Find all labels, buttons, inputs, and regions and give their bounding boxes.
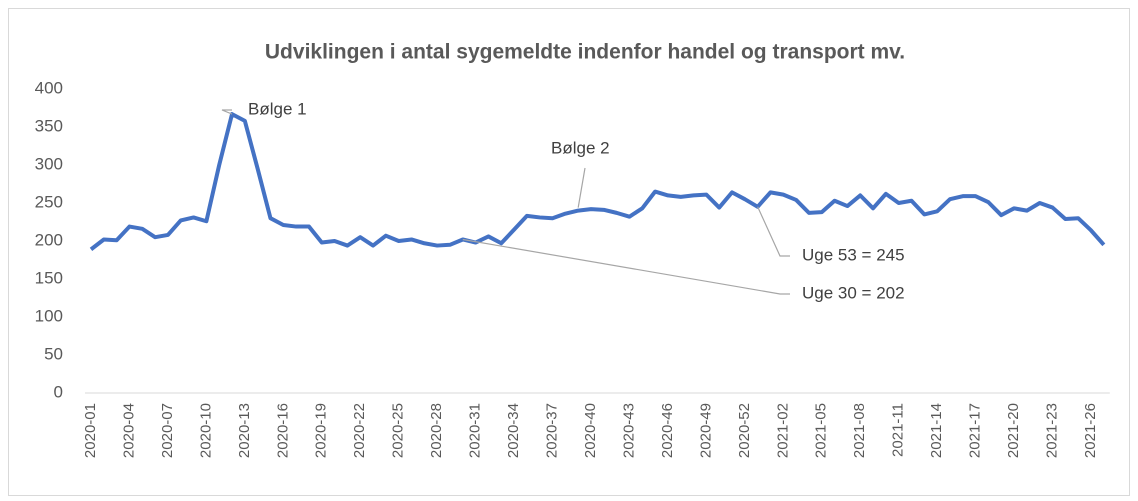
y-tick-label: 100 bbox=[35, 306, 63, 325]
y-tick-label: 250 bbox=[35, 192, 63, 211]
chart-border bbox=[8, 8, 1130, 496]
leader-line bbox=[577, 167, 586, 208]
x-tick-label: 2020-10 bbox=[197, 403, 214, 458]
y-tick-label: 200 bbox=[35, 230, 63, 249]
y-tick-label: 50 bbox=[44, 344, 63, 363]
series-line bbox=[89, 112, 1106, 251]
x-tick-label: 2020-37 bbox=[544, 403, 561, 458]
chart-title: Udviklingen i antal sygemeldte indenfor … bbox=[265, 41, 905, 64]
y-tick-label: 150 bbox=[35, 268, 63, 287]
annotation: Bølge 1 bbox=[248, 99, 307, 118]
x-tick-label: 2020-01 bbox=[82, 403, 99, 458]
x-tick-label: 2020-40 bbox=[582, 403, 599, 458]
y-tick-label: 400 bbox=[35, 78, 63, 97]
x-tick-label: 2020-34 bbox=[505, 403, 522, 458]
x-tick-label: 2021-17 bbox=[967, 403, 984, 458]
x-tick-label: 2020-04 bbox=[120, 403, 137, 458]
x-tick-label: 2021-26 bbox=[1082, 403, 1099, 458]
leader-line bbox=[757, 206, 790, 257]
x-tick-label: 2020-16 bbox=[274, 403, 291, 458]
x-tick-label: 2021-14 bbox=[928, 403, 945, 458]
x-tick-label: 2021-20 bbox=[1005, 403, 1022, 458]
x-tick-label: 2020-28 bbox=[428, 403, 445, 458]
leader-line bbox=[462, 238, 790, 295]
x-tick-label: 2020-22 bbox=[351, 403, 368, 458]
x-tick-label: 2020-13 bbox=[236, 403, 253, 458]
annotation: Uge 30 = 202 bbox=[802, 283, 905, 302]
x-tick-label: 2020-19 bbox=[313, 403, 330, 458]
x-tick-label: 2021-05 bbox=[813, 403, 830, 458]
annotation: Bølge 2 bbox=[551, 138, 610, 157]
annotation: Uge 53 = 245 bbox=[802, 245, 905, 264]
y-tick-label: 0 bbox=[54, 382, 63, 401]
x-tick-label: 2020-52 bbox=[736, 403, 753, 458]
x-tick-label: 2021-08 bbox=[851, 403, 868, 458]
x-tick-label: 2020-07 bbox=[159, 403, 176, 458]
y-tick-label: 300 bbox=[35, 154, 63, 173]
y-tick-label: 350 bbox=[35, 116, 63, 135]
x-tick-label: 2020-46 bbox=[659, 403, 676, 458]
x-tick-label: 2021-23 bbox=[1044, 403, 1061, 458]
x-tick-label: 2021-11 bbox=[890, 403, 907, 457]
leader-line bbox=[221, 109, 233, 115]
x-tick-label: 2020-31 bbox=[467, 403, 484, 458]
x-tick-label: 2021-02 bbox=[774, 403, 791, 458]
x-tick-label: 2020-49 bbox=[697, 403, 714, 458]
x-tick-label: 2020-25 bbox=[390, 403, 407, 458]
x-tick-label: 2020-43 bbox=[620, 403, 637, 458]
